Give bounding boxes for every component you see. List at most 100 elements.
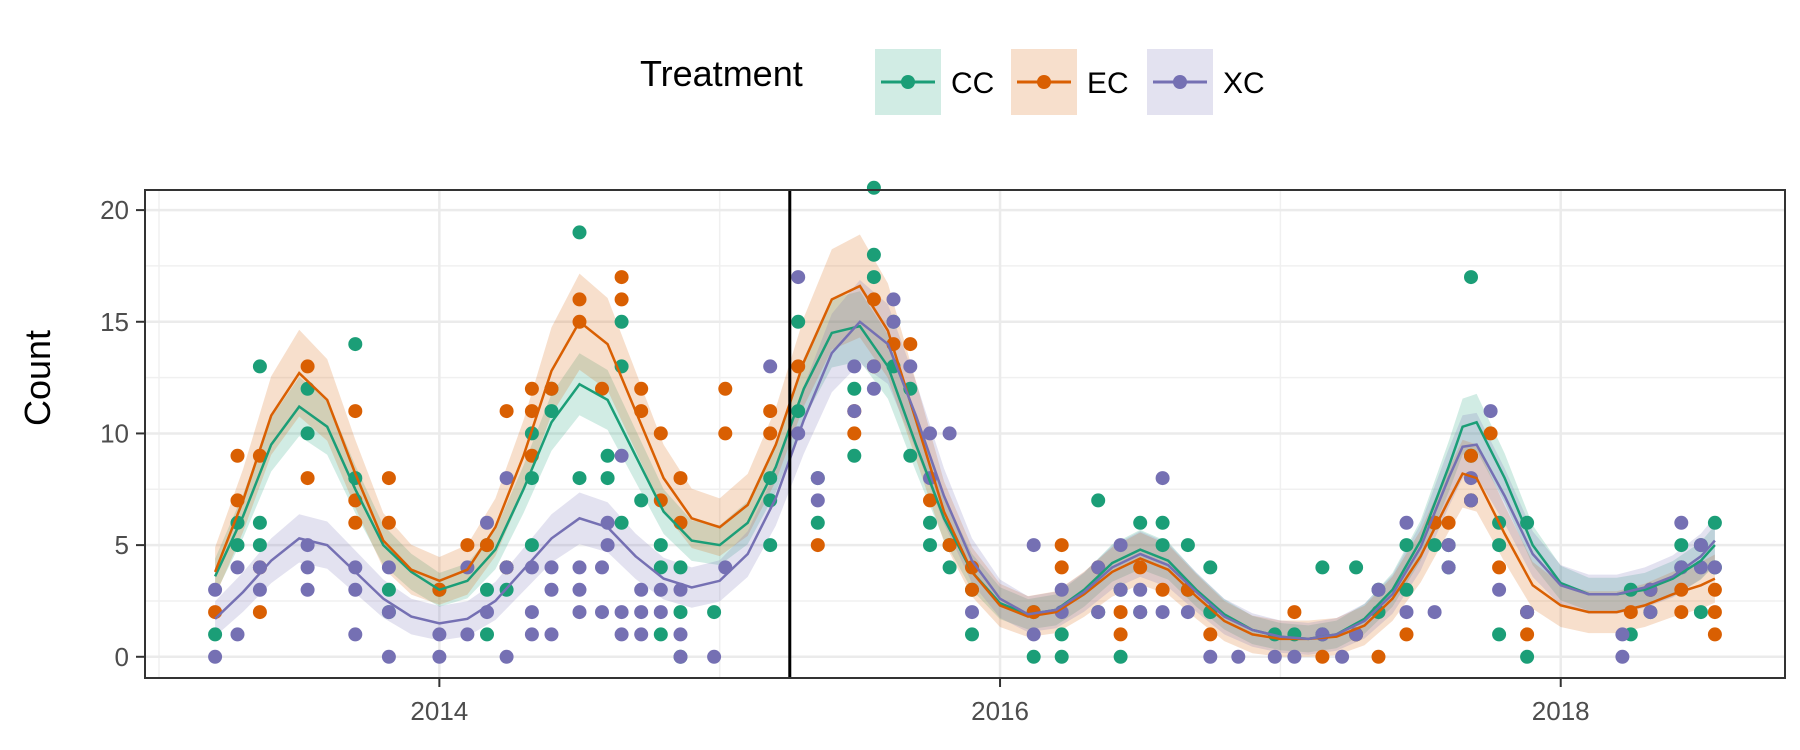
data-point-ec — [381, 471, 396, 486]
data-point-xc — [965, 605, 979, 620]
data-point-xc — [460, 627, 475, 642]
data-point-xc — [1707, 560, 1722, 575]
data-point-cc — [572, 225, 587, 240]
data-point-xc — [614, 605, 629, 620]
data-point-ec — [763, 404, 778, 419]
data-point-cc — [1026, 649, 1041, 664]
data-point-cc — [673, 560, 688, 575]
data-point-cc — [1113, 649, 1128, 664]
data-points — [208, 180, 1722, 664]
legend-item-xc: XC — [1147, 49, 1265, 115]
data-point-cc — [600, 471, 615, 486]
legend-item-ec: EC — [1011, 49, 1129, 115]
legend-key-point — [1037, 75, 1051, 89]
data-point-cc — [791, 314, 806, 329]
data-point-xc — [381, 560, 396, 575]
data-point-cc — [480, 582, 494, 597]
data-point-ec — [614, 270, 629, 285]
data-point-cc — [1155, 515, 1170, 530]
legend: Treatment CC EC XC — [640, 49, 1265, 115]
data-point-cc — [866, 180, 881, 195]
data-point-cc — [300, 426, 315, 441]
data-point-xc — [300, 582, 315, 597]
data-point-ec — [847, 426, 862, 441]
data-point-xc — [252, 582, 267, 597]
data-point-xc — [791, 270, 806, 285]
data-point-xc — [1026, 627, 1041, 642]
data-point-ec — [348, 404, 363, 419]
data-point-xc — [348, 582, 363, 597]
legend-items: CC EC XC — [875, 49, 1265, 115]
data-point-xc — [208, 649, 223, 664]
data-point-cc — [524, 538, 539, 553]
data-point-ec — [1113, 627, 1128, 642]
data-point-xc — [480, 515, 494, 530]
data-point-ec — [1054, 560, 1069, 575]
data-point-xc — [1674, 515, 1689, 530]
data-point-cc — [600, 448, 615, 463]
data-point-cc — [653, 627, 668, 642]
data-point-ec — [1464, 448, 1478, 463]
data-point-xc — [499, 471, 514, 486]
data-point-xc — [707, 649, 722, 664]
y-tick-label: 20 — [100, 195, 129, 225]
data-point-xc — [381, 649, 396, 664]
data-point-cc — [965, 627, 979, 642]
data-point-xc — [810, 493, 825, 508]
legend-label-ec: EC — [1087, 67, 1129, 100]
data-point-xc — [1267, 649, 1282, 664]
data-point-cc — [1427, 538, 1442, 553]
data-point-xc — [673, 627, 688, 642]
x-axis: 2014 2016 2018 — [410, 678, 1590, 726]
data-point-cc — [866, 247, 881, 262]
data-point-ec — [480, 538, 494, 553]
data-point-cc — [230, 538, 245, 553]
data-point-ec — [595, 381, 609, 396]
data-point-cc — [252, 515, 267, 530]
data-point-xc — [763, 359, 778, 374]
y-axis-title: Count — [17, 330, 58, 426]
data-point-xc — [1643, 605, 1658, 620]
data-point-ec — [763, 426, 778, 441]
data-point-ec — [524, 381, 539, 396]
confidence-band-ec — [215, 234, 1715, 657]
data-point-xc — [1615, 649, 1630, 664]
data-point-ec — [1707, 582, 1722, 597]
data-point-cc — [847, 448, 862, 463]
data-point-xc — [1155, 605, 1170, 620]
data-point-cc — [1155, 538, 1170, 553]
data-point-ec — [1483, 426, 1498, 441]
plot-panel — [144, 180, 1786, 679]
x-tick-label: 2014 — [410, 696, 468, 726]
data-point-xc — [348, 560, 363, 575]
data-point-ec — [1707, 605, 1722, 620]
data-point-xc — [300, 560, 315, 575]
data-point-xc — [1615, 627, 1630, 642]
data-point-xc — [1441, 560, 1456, 575]
data-point-xc — [1026, 538, 1041, 553]
data-point-cc — [923, 538, 937, 553]
y-tick-label: 10 — [100, 418, 129, 448]
data-point-xc — [847, 359, 862, 374]
x-tick-label: 2016 — [971, 696, 1029, 726]
data-point-xc — [1693, 538, 1708, 553]
data-point-ec — [524, 404, 539, 419]
confidence-bands — [215, 234, 1715, 657]
data-point-xc — [653, 605, 668, 620]
data-point-xc — [653, 582, 668, 597]
data-point-xc — [572, 605, 587, 620]
data-point-ec — [460, 538, 475, 553]
data-point-xc — [866, 359, 881, 374]
data-point-cc — [942, 560, 957, 575]
data-point-xc — [1483, 404, 1498, 419]
data-point-xc — [942, 426, 957, 441]
data-point-xc — [923, 426, 937, 441]
data-point-ec — [965, 582, 979, 597]
data-point-cc — [1399, 582, 1414, 597]
data-point-xc — [499, 649, 514, 664]
data-point-xc — [673, 649, 688, 664]
data-point-xc — [595, 605, 609, 620]
data-point-ec — [381, 515, 396, 530]
data-point-ec — [300, 359, 315, 374]
data-point-cc — [208, 627, 223, 642]
